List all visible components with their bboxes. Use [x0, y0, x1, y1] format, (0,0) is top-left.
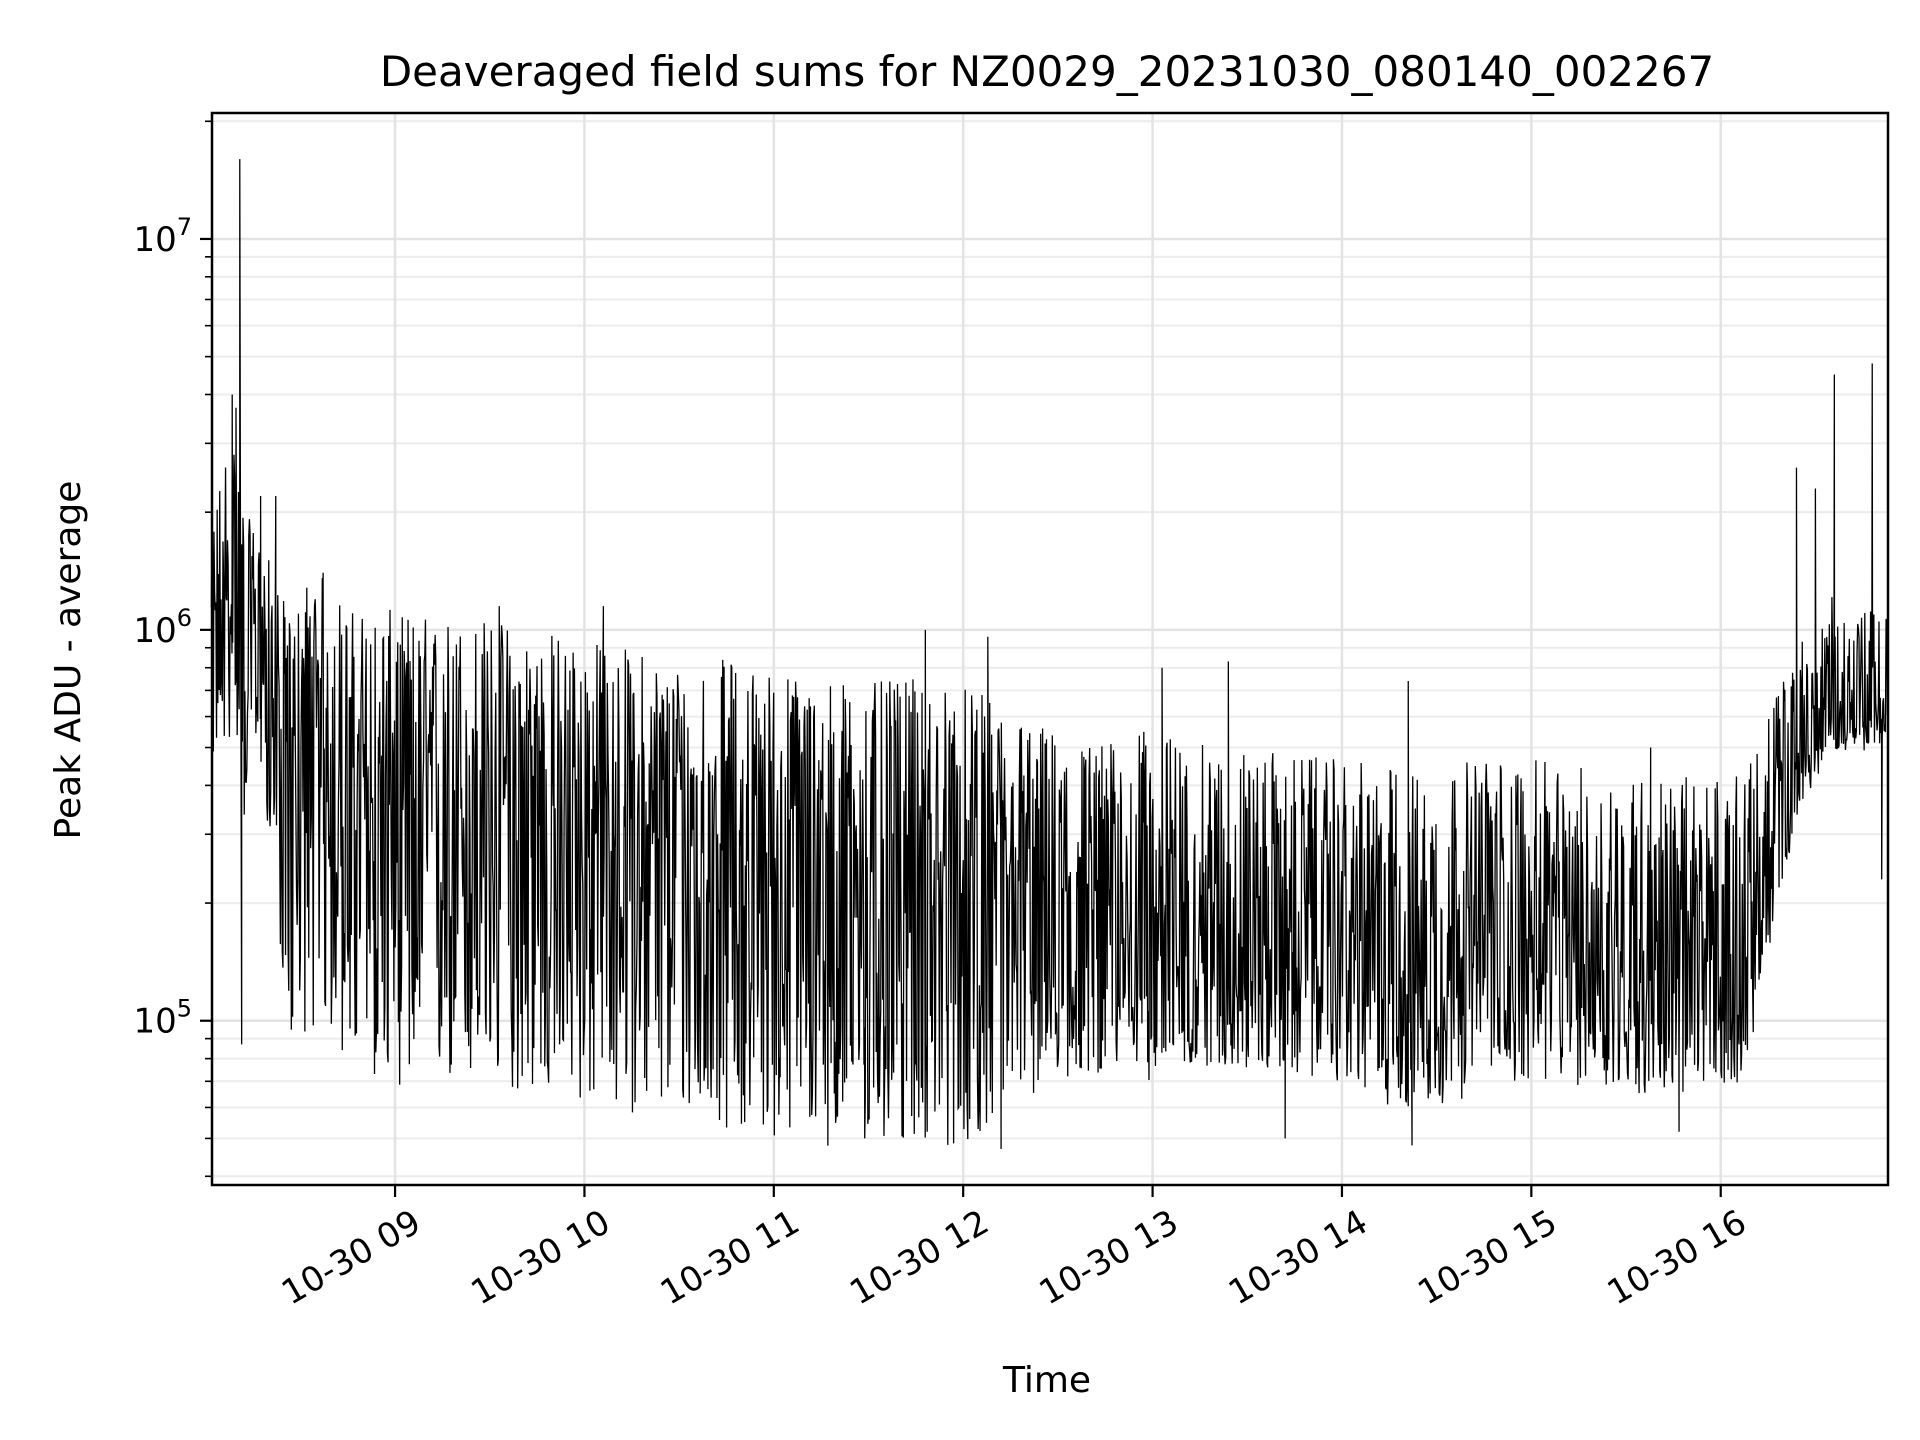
y-tick-label: 106 [133, 604, 192, 651]
y-tick-label-exponent: 5 [177, 995, 192, 1023]
y-tick-label-exponent: 6 [177, 604, 192, 632]
y-tick-label-exponent: 7 [177, 213, 192, 241]
y-tick-label-base: 10 [133, 220, 176, 260]
series-layer [210, 159, 1889, 1149]
series-line [210, 159, 1889, 1149]
y-tick-label-base: 10 [133, 1002, 176, 1042]
y-axis-label: Peak ADU - average [48, 481, 89, 840]
y-tick-label-base: 10 [133, 611, 176, 651]
plot-frame [210, 111, 1890, 1187]
y-tick-label: 107 [133, 213, 192, 260]
chart-title: Deaveraged field sums for NZ0029_2023103… [380, 47, 1714, 96]
x-axis-label: Time [1002, 1360, 1091, 1401]
y-tick-label: 105 [133, 995, 192, 1042]
